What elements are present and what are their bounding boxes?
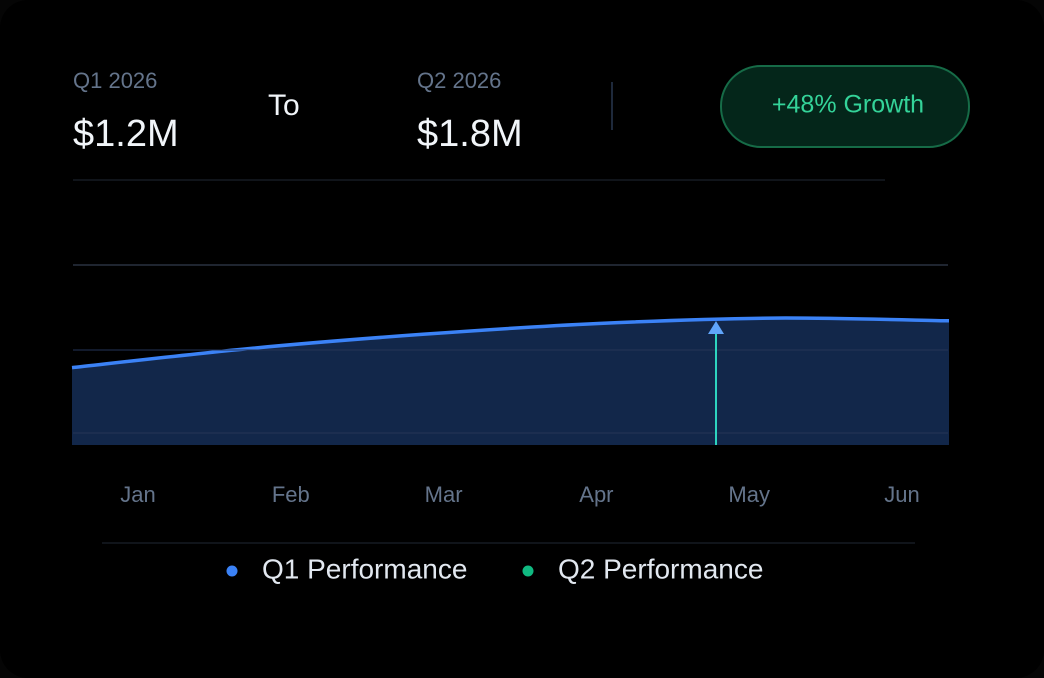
x-tick-label: May [728, 482, 770, 507]
to-value: $1.8M [417, 113, 523, 155]
x-tick-label: Apr [579, 482, 613, 507]
legend: Q1 Performance Q2 Performance [226, 553, 763, 584]
legend-dot [226, 565, 238, 577]
x-tick-label: Feb [272, 482, 310, 507]
x-tick-label: Jan [120, 482, 155, 507]
legend-label: Q2 Performance [558, 553, 763, 584]
x-tick-label: Mar [425, 482, 463, 507]
from-value: $1.2M [73, 113, 179, 155]
to-label: Q2 2026 [417, 68, 501, 93]
line [71, 316, 950, 370]
legend-label: Q1 Performance [262, 553, 467, 584]
growth-text: +48% Growth [772, 91, 924, 119]
legend-dot [522, 565, 534, 577]
growth-badge [720, 65, 970, 148]
x-tick-label: Jun [884, 482, 919, 507]
from-label: Q1 2026 [73, 68, 157, 93]
marker-arrow [708, 321, 724, 334]
connector: To [268, 89, 300, 122]
